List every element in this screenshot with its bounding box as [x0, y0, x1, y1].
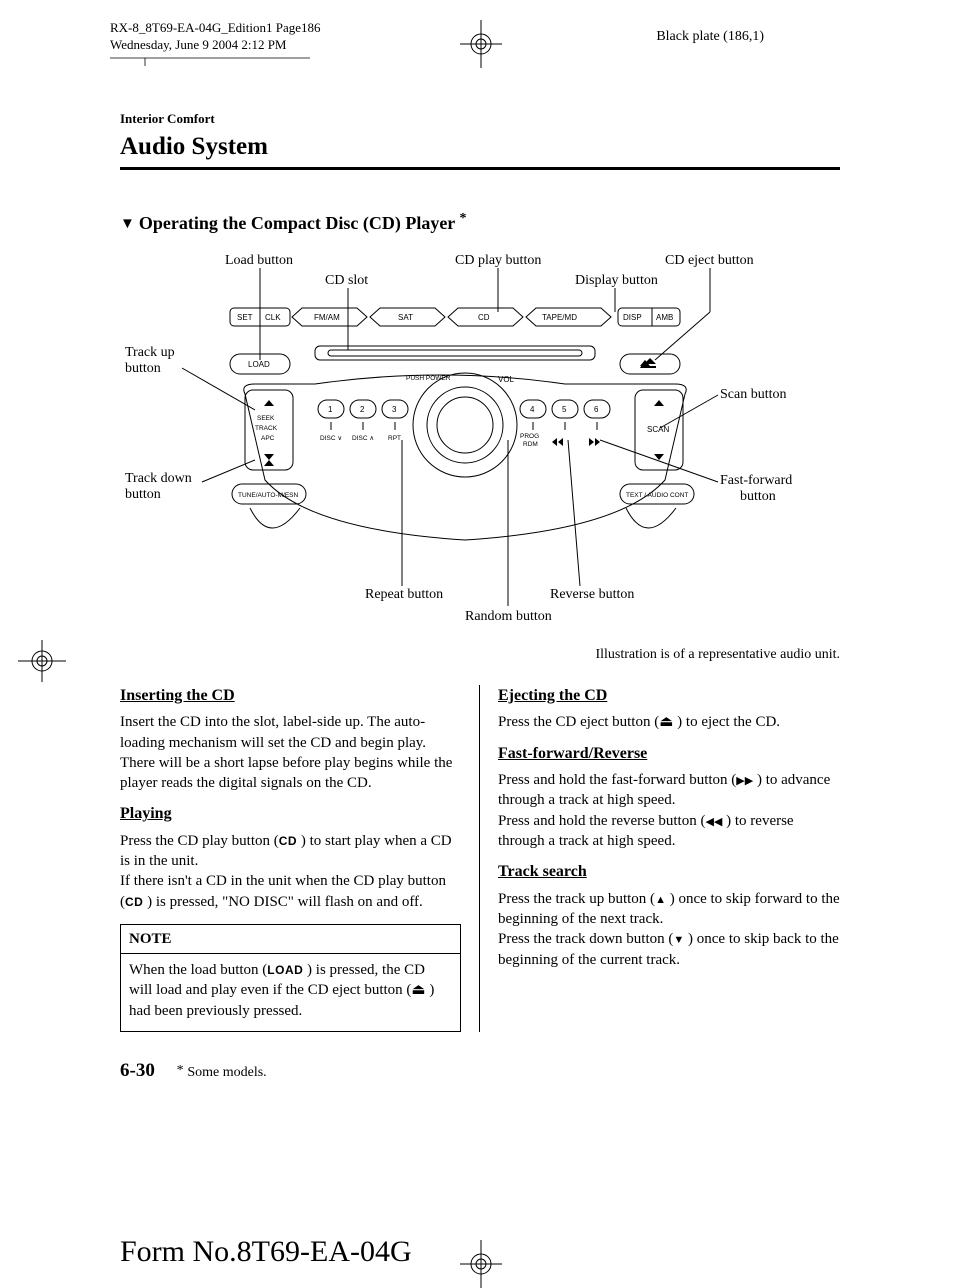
svg-text:SET: SET [237, 313, 253, 322]
label-ff-2: button [740, 489, 776, 504]
track-down-icon: ▼ [673, 934, 684, 946]
cd-button-glyph: CD [279, 834, 297, 848]
registration-mark-left [18, 640, 66, 682]
cd-button-glyph-2: CD [125, 895, 143, 909]
section-title: Audio System [120, 130, 840, 171]
footnote-text: Some models. [187, 1065, 266, 1080]
svg-text:2: 2 [360, 405, 365, 414]
label-reverse: Reverse button [550, 587, 634, 602]
label-track-up: Track up [125, 345, 175, 360]
label-display-button: Display button [575, 273, 658, 288]
label-track-down: Track down [125, 471, 192, 486]
eject-icon-2: ⏏ [659, 714, 673, 730]
page-number: 6-30 [120, 1060, 155, 1081]
svg-text:AMB: AMB [656, 313, 673, 322]
label-track-down-2: button [125, 487, 161, 502]
heading-ffrev: Fast-forward/Reverse [498, 743, 840, 765]
svg-text:SAT: SAT [398, 313, 413, 322]
para-ejecting: Press the CD eject button (⏏ ) to eject … [498, 712, 840, 732]
registration-mark-bottom [460, 1240, 502, 1288]
plate-label: Black plate (186,1) [656, 28, 764, 47]
form-number: Form No.8T69-EA-04G [120, 1232, 412, 1273]
svg-text:SEEK: SEEK [257, 415, 275, 422]
footnote-star-icon-2: * [177, 1063, 184, 1078]
label-eject-button: CD eject button [665, 253, 754, 268]
label-cd-slot: CD slot [325, 273, 368, 288]
svg-text:DISC ∨: DISC ∨ [320, 435, 342, 442]
label-track-up-2: button [125, 361, 161, 376]
svg-text:3: 3 [392, 405, 397, 414]
page-footer: 6-30 * Some models. [120, 1058, 840, 1084]
svg-text:PUSH POWER: PUSH POWER [406, 375, 451, 382]
svg-text:RDM: RDM [523, 441, 538, 448]
svg-text:TEXT / AUDIO CONT: TEXT / AUDIO CONT [626, 492, 688, 499]
subhead-text: Operating the Compact Disc (CD) Player [139, 213, 455, 233]
eject-icon: ⏏ [411, 982, 425, 998]
fast-forward-icon: ▶▶ [736, 775, 753, 787]
label-load-button: Load button [225, 253, 293, 268]
doc-meta-underline-icon [110, 56, 310, 66]
svg-text:5: 5 [562, 405, 567, 414]
doc-meta: RX-8_8T69-EA-04G_Edition1 Page186 Wednes… [110, 20, 321, 71]
note-box: NOTE When the load button (LOAD ) is pre… [120, 924, 461, 1032]
track-up-icon: ▲ [655, 894, 666, 906]
svg-text:APC: APC [261, 435, 275, 442]
body-columns: Inserting the CD Insert the CD into the … [120, 685, 840, 1032]
svg-text:SCAN: SCAN [647, 425, 669, 434]
label-scan: Scan button [720, 387, 787, 402]
svg-text:4: 4 [530, 405, 535, 414]
svg-text:TUNE/AUTO-M/ESN: TUNE/AUTO-M/ESN [238, 492, 298, 499]
svg-text:FM/AM: FM/AM [314, 313, 340, 322]
label-random: Random button [465, 609, 552, 624]
load-button-glyph: LOAD [267, 963, 303, 977]
para-inserting: Insert the CD into the slot, label-side … [120, 712, 461, 793]
note-title: NOTE [121, 925, 460, 954]
svg-text:LOAD: LOAD [248, 360, 270, 369]
heading-ejecting: Ejecting the CD [498, 685, 840, 707]
heading-track-search: Track search [498, 861, 840, 883]
label-ff: Fast-forward [720, 473, 792, 488]
label-cd-play-button: CD play button [455, 253, 541, 268]
right-column: Ejecting the CD Press the CD eject butto… [480, 685, 840, 1032]
svg-text:CLK: CLK [265, 313, 281, 322]
diagram-caption: Illustration is of a representative audi… [120, 646, 840, 665]
audio-unit-diagram: Load button CD slot CD play button Displ… [120, 250, 840, 636]
section-subhead: ▼Operating the Compact Disc (CD) Player … [120, 210, 840, 235]
down-triangle-icon: ▼ [120, 216, 135, 232]
registration-mark-top [460, 20, 502, 68]
svg-text:6: 6 [594, 405, 599, 414]
svg-text:1: 1 [328, 405, 333, 414]
doc-meta-line1: RX-8_8T69-EA-04G_Edition1 Page186 [110, 20, 321, 37]
svg-text:DISP: DISP [623, 313, 642, 322]
para-playing-1: Press the CD play button (CD ) to start … [120, 831, 461, 912]
svg-text:TAPE/MD: TAPE/MD [542, 313, 577, 322]
svg-text:TRACK: TRACK [255, 425, 278, 432]
note-body: When the load button (LOAD ) is pressed,… [121, 954, 460, 1031]
para-track-search: Press the track up button (▲ ) once to s… [498, 889, 840, 970]
heading-inserting: Inserting the CD [120, 685, 461, 707]
heading-playing: Playing [120, 803, 461, 825]
label-repeat: Repeat button [365, 587, 443, 602]
svg-text:PROG: PROG [520, 433, 539, 440]
svg-text:RPT: RPT [388, 435, 401, 442]
svg-text:DISC ∧: DISC ∧ [352, 435, 374, 442]
section-pretitle: Interior Comfort [120, 110, 840, 128]
reverse-icon: ◀◀ [705, 816, 722, 828]
para-ffrev: Press and hold the fast-forward button (… [498, 770, 840, 851]
svg-text:VOL: VOL [498, 375, 515, 384]
svg-text:CD: CD [478, 313, 490, 322]
footnote-star-icon: * [459, 211, 466, 226]
left-column: Inserting the CD Insert the CD into the … [120, 685, 480, 1032]
doc-meta-line2: Wednesday, June 9 2004 2:12 PM [110, 37, 321, 54]
